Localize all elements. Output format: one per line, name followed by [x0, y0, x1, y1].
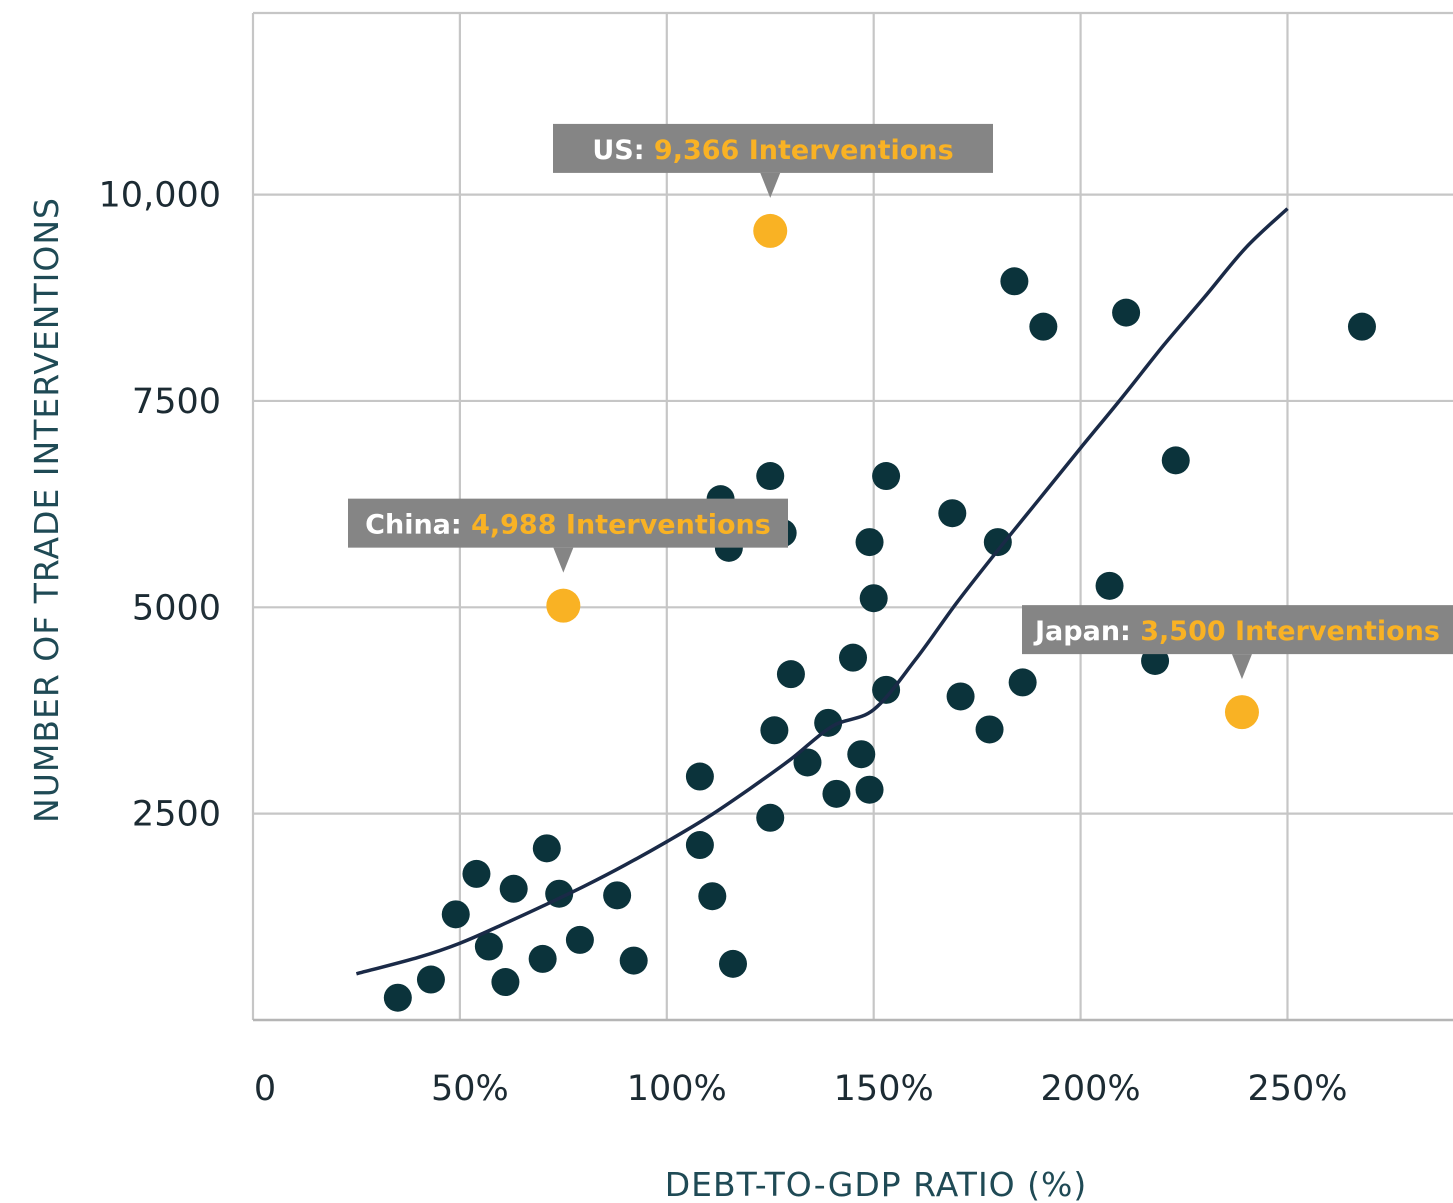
callout: China: 4,988 Interventions [348, 498, 788, 573]
y-tick-label: 7500 [132, 382, 221, 422]
callout-text: China: 4,988 Interventions [365, 510, 771, 541]
y-axis-title: NUMBER OF TRADE INTERVENTIONS [27, 197, 66, 823]
tick-labels: 2500 5000 7500 10,000 0 50% 100% 150% 200% 250% [99, 176, 1348, 1109]
data-point [946, 682, 975, 711]
data-point [474, 932, 503, 961]
data-points [383, 267, 1376, 1012]
callout-label: China: [365, 510, 471, 541]
data-point [822, 779, 851, 808]
highlight-point [1224, 695, 1259, 730]
data-point [1029, 312, 1058, 341]
callout-value: 3,500 Interventions [1140, 616, 1440, 647]
callout-pointer [760, 172, 781, 198]
callout-pointer [1231, 654, 1252, 680]
x-axis-title: DEBT-TO-GDP RATIO (%) [665, 1165, 1088, 1203]
callout-value: 4,988 Interventions [471, 510, 771, 541]
data-point [416, 965, 445, 994]
x-tick-label: 50% [431, 1069, 509, 1109]
x-tick-label: 250% [1247, 1069, 1347, 1109]
callout-box [553, 123, 993, 173]
callout: US: 9,366 Interventions [553, 123, 993, 198]
data-point [756, 803, 785, 832]
data-point [528, 944, 557, 973]
data-point [839, 643, 867, 672]
data-point [855, 775, 884, 804]
data-point [756, 462, 785, 491]
y-tick-label: 10,000 [99, 176, 221, 216]
data-point [1000, 267, 1029, 296]
callout-label: US: [592, 135, 654, 166]
callouts: US: 9,366 Interventions China: 4,988 Inte… [348, 123, 1453, 680]
data-point [499, 874, 528, 903]
data-point [975, 715, 1004, 744]
data-point [1008, 668, 1037, 697]
data-point [872, 675, 901, 704]
callout-pointer [553, 547, 574, 573]
x-tick-label: 150% [834, 1069, 934, 1109]
data-point [1112, 298, 1141, 327]
data-point [619, 946, 648, 975]
x-tick-label: 200% [1041, 1069, 1141, 1109]
data-point [383, 983, 412, 1012]
callout-text: US: 9,366 Interventions [592, 135, 953, 166]
data-point [760, 716, 789, 745]
data-point [491, 968, 520, 997]
trend-line [355, 207, 1289, 976]
highlighted-points [546, 213, 1259, 730]
data-point [983, 528, 1012, 557]
x-tick-label: 100% [627, 1069, 727, 1109]
data-point [1161, 446, 1190, 475]
axes [251, 11, 1453, 1022]
data-point [603, 881, 632, 910]
y-tick-label: 5000 [132, 588, 221, 628]
data-point [719, 949, 747, 978]
data-point [1347, 312, 1376, 341]
callout-box [348, 498, 788, 548]
data-point [462, 859, 491, 888]
data-point [793, 748, 822, 777]
data-point [847, 740, 876, 769]
data-point [938, 499, 967, 528]
callout-box [1022, 605, 1453, 655]
highlight-point [753, 213, 788, 248]
y-tick-label: 2500 [132, 795, 221, 835]
callout-value: 9,366 Interventions [654, 135, 954, 166]
callout-text: Japan: 3,500 Interventions [1033, 616, 1440, 647]
data-point [565, 925, 594, 954]
callout: Japan: 3,500 Interventions [1022, 605, 1453, 680]
data-point [685, 831, 714, 860]
highlight-point [546, 588, 581, 623]
data-point [441, 900, 470, 929]
data-point [776, 660, 805, 689]
data-point [814, 708, 843, 737]
data-point [859, 584, 888, 613]
data-point [855, 528, 884, 557]
data-point [698, 882, 727, 911]
callout-label: Japan: [1033, 616, 1140, 647]
data-point [532, 834, 561, 863]
data-point [1095, 571, 1124, 600]
data-point [872, 462, 901, 491]
x-tick-label: 0 [254, 1069, 276, 1109]
data-point [685, 762, 714, 791]
